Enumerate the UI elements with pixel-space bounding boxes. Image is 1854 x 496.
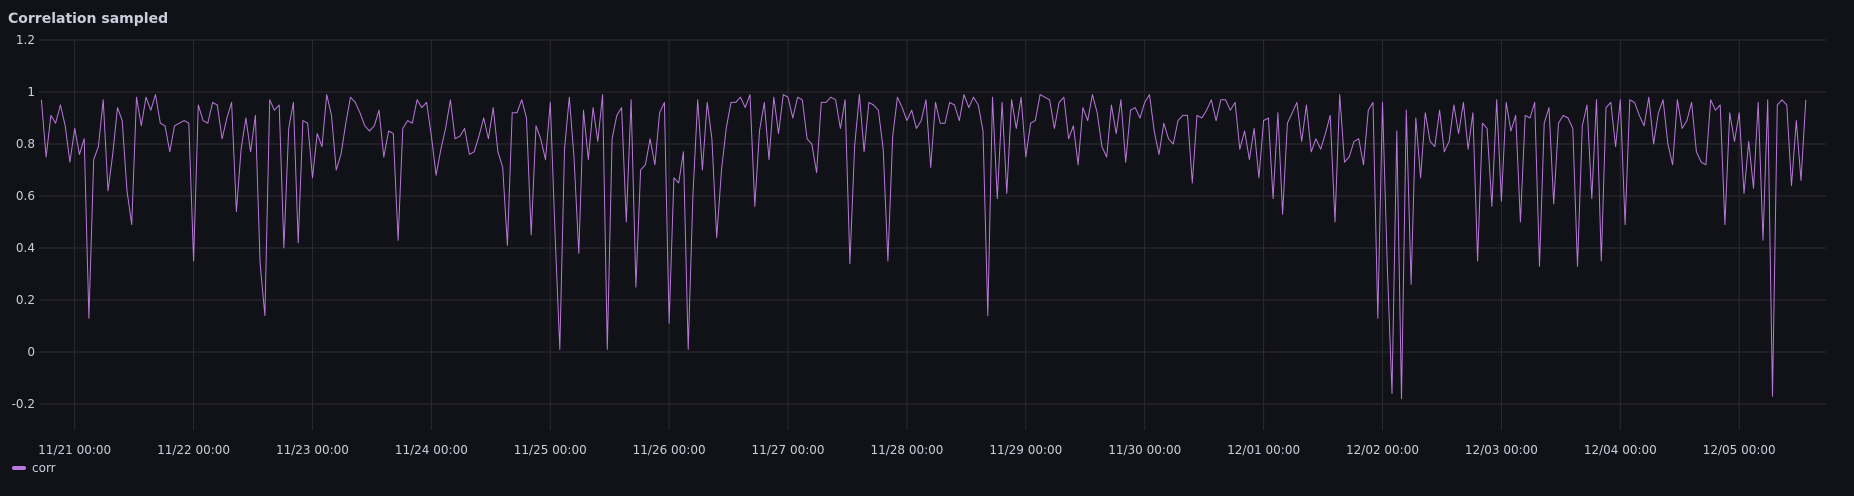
x-tick-label: 11/22 00:00 xyxy=(157,443,230,457)
x-tick-label: 11/24 00:00 xyxy=(395,443,468,457)
x-tick-label: 12/02 00:00 xyxy=(1346,443,1419,457)
x-tick-label: 11/30 00:00 xyxy=(1108,443,1181,457)
x-tick-label: 12/05 00:00 xyxy=(1703,443,1776,457)
y-tick-label: 0 xyxy=(27,345,35,359)
x-tick-label: 11/28 00:00 xyxy=(870,443,943,457)
series-line-corr[interactable] xyxy=(40,94,1807,400)
y-tick-label: 1 xyxy=(27,85,35,99)
legend-swatch xyxy=(12,466,26,470)
legend[interactable]: corr xyxy=(12,461,56,475)
y-tick-label: -0.2 xyxy=(12,397,35,411)
x-tick-label: 11/29 00:00 xyxy=(989,443,1062,457)
x-tick-label: 11/23 00:00 xyxy=(276,443,349,457)
y-tick-label: 0.8 xyxy=(16,137,35,151)
x-tick-label: 12/01 00:00 xyxy=(1227,443,1300,457)
x-tick-label: 11/21 00:00 xyxy=(38,443,111,457)
series-layer xyxy=(40,94,1807,400)
y-tick-label: 1.2 xyxy=(16,33,35,47)
x-tick-label: 12/03 00:00 xyxy=(1465,443,1538,457)
x-tick-label: 11/27 00:00 xyxy=(752,443,825,457)
legend-label-corr: corr xyxy=(32,461,56,475)
x-tick-label: 11/26 00:00 xyxy=(633,443,706,457)
y-tick-label: 0.6 xyxy=(16,189,35,203)
grid-lines xyxy=(39,39,1826,430)
y-tick-label: 0.4 xyxy=(16,241,35,255)
y-axis: -0.2 0 0.2 0.4 0.6 0.8 1 1.2 xyxy=(12,33,35,411)
x-axis: 11/21 00:00 11/22 00:00 11/23 00:00 11/24 0… xyxy=(38,443,1776,457)
panel-title: Correlation sampled xyxy=(8,11,169,27)
y-tick-label: 0.2 xyxy=(16,293,35,307)
x-tick-label: 12/04 00:00 xyxy=(1584,443,1657,457)
x-tick-label: 11/25 00:00 xyxy=(514,443,587,457)
